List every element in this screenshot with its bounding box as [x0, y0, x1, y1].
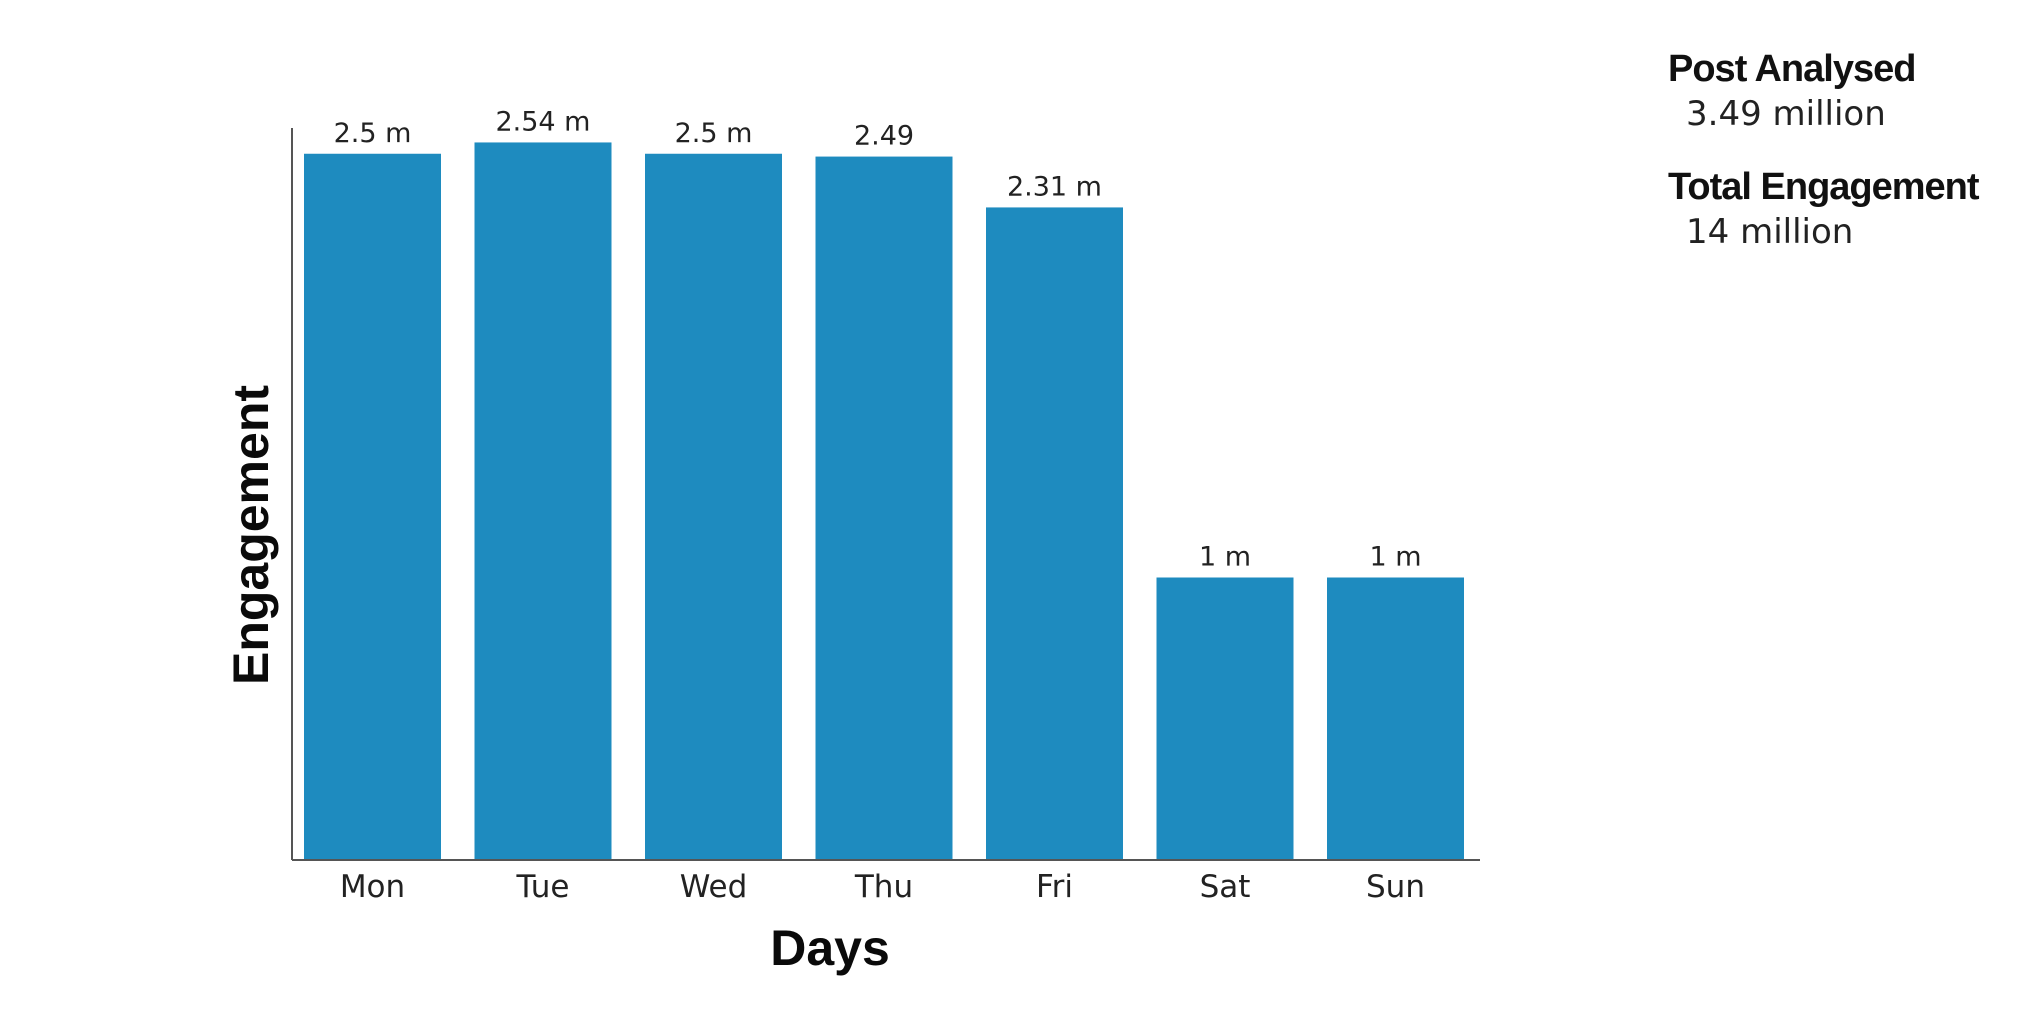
x-tick-sat: Sat [1200, 869, 1251, 905]
x-tick-tue: Tue [516, 869, 570, 905]
bar-fri [986, 207, 1123, 861]
data-label-wed: 2.5 m [675, 118, 753, 149]
bar-sat [1156, 577, 1294, 860]
data-label-fri: 2.31 m [1007, 171, 1102, 202]
x-axis-title: Days [770, 920, 890, 976]
total-engagement-value: 14 million [1686, 212, 1854, 252]
data-label-sat: 1 m [1199, 542, 1251, 573]
bar-thu [815, 156, 953, 860]
bar-sun [1327, 577, 1464, 860]
x-tick-mon: Mon [340, 869, 405, 905]
bar-mon [304, 153, 441, 860]
data-label-thu: 2.49 [854, 121, 914, 152]
bar-chart: 2.5 m 2.54 m 2.5 m 2.49 2.31 m 1 m 1 m Mon Tue W… [223, 106, 1480, 976]
x-tick-wed: Wed [680, 869, 748, 905]
x-tick-fri: Fri [1036, 869, 1073, 905]
data-label-mon: 2.5 m [334, 118, 412, 149]
x-tick-labels: Mon Tue Wed Thu Fri Sat Sun [340, 869, 1425, 905]
data-labels-layer: 2.5 m 2.54 m 2.5 m 2.49 2.31 m 1 m 1 m [334, 106, 1422, 572]
x-tick-sun: Sun [1366, 869, 1425, 905]
bars-layer [304, 142, 1464, 861]
summary-stats: Post Analysed 3.49 million Total Engagem… [1668, 46, 2008, 282]
post-analysed-label: Post Analysed [1668, 48, 1916, 90]
y-axis-title: Engagement [223, 385, 279, 685]
total-engagement-label: Total Engagement [1668, 166, 1980, 208]
data-label-sun: 1 m [1369, 542, 1421, 573]
bar-tue [474, 142, 612, 860]
x-tick-thu: Thu [854, 869, 913, 905]
bar-wed [645, 153, 782, 860]
data-label-tue: 2.54 m [495, 106, 590, 137]
post-analysed-value: 3.49 million [1686, 94, 1886, 134]
